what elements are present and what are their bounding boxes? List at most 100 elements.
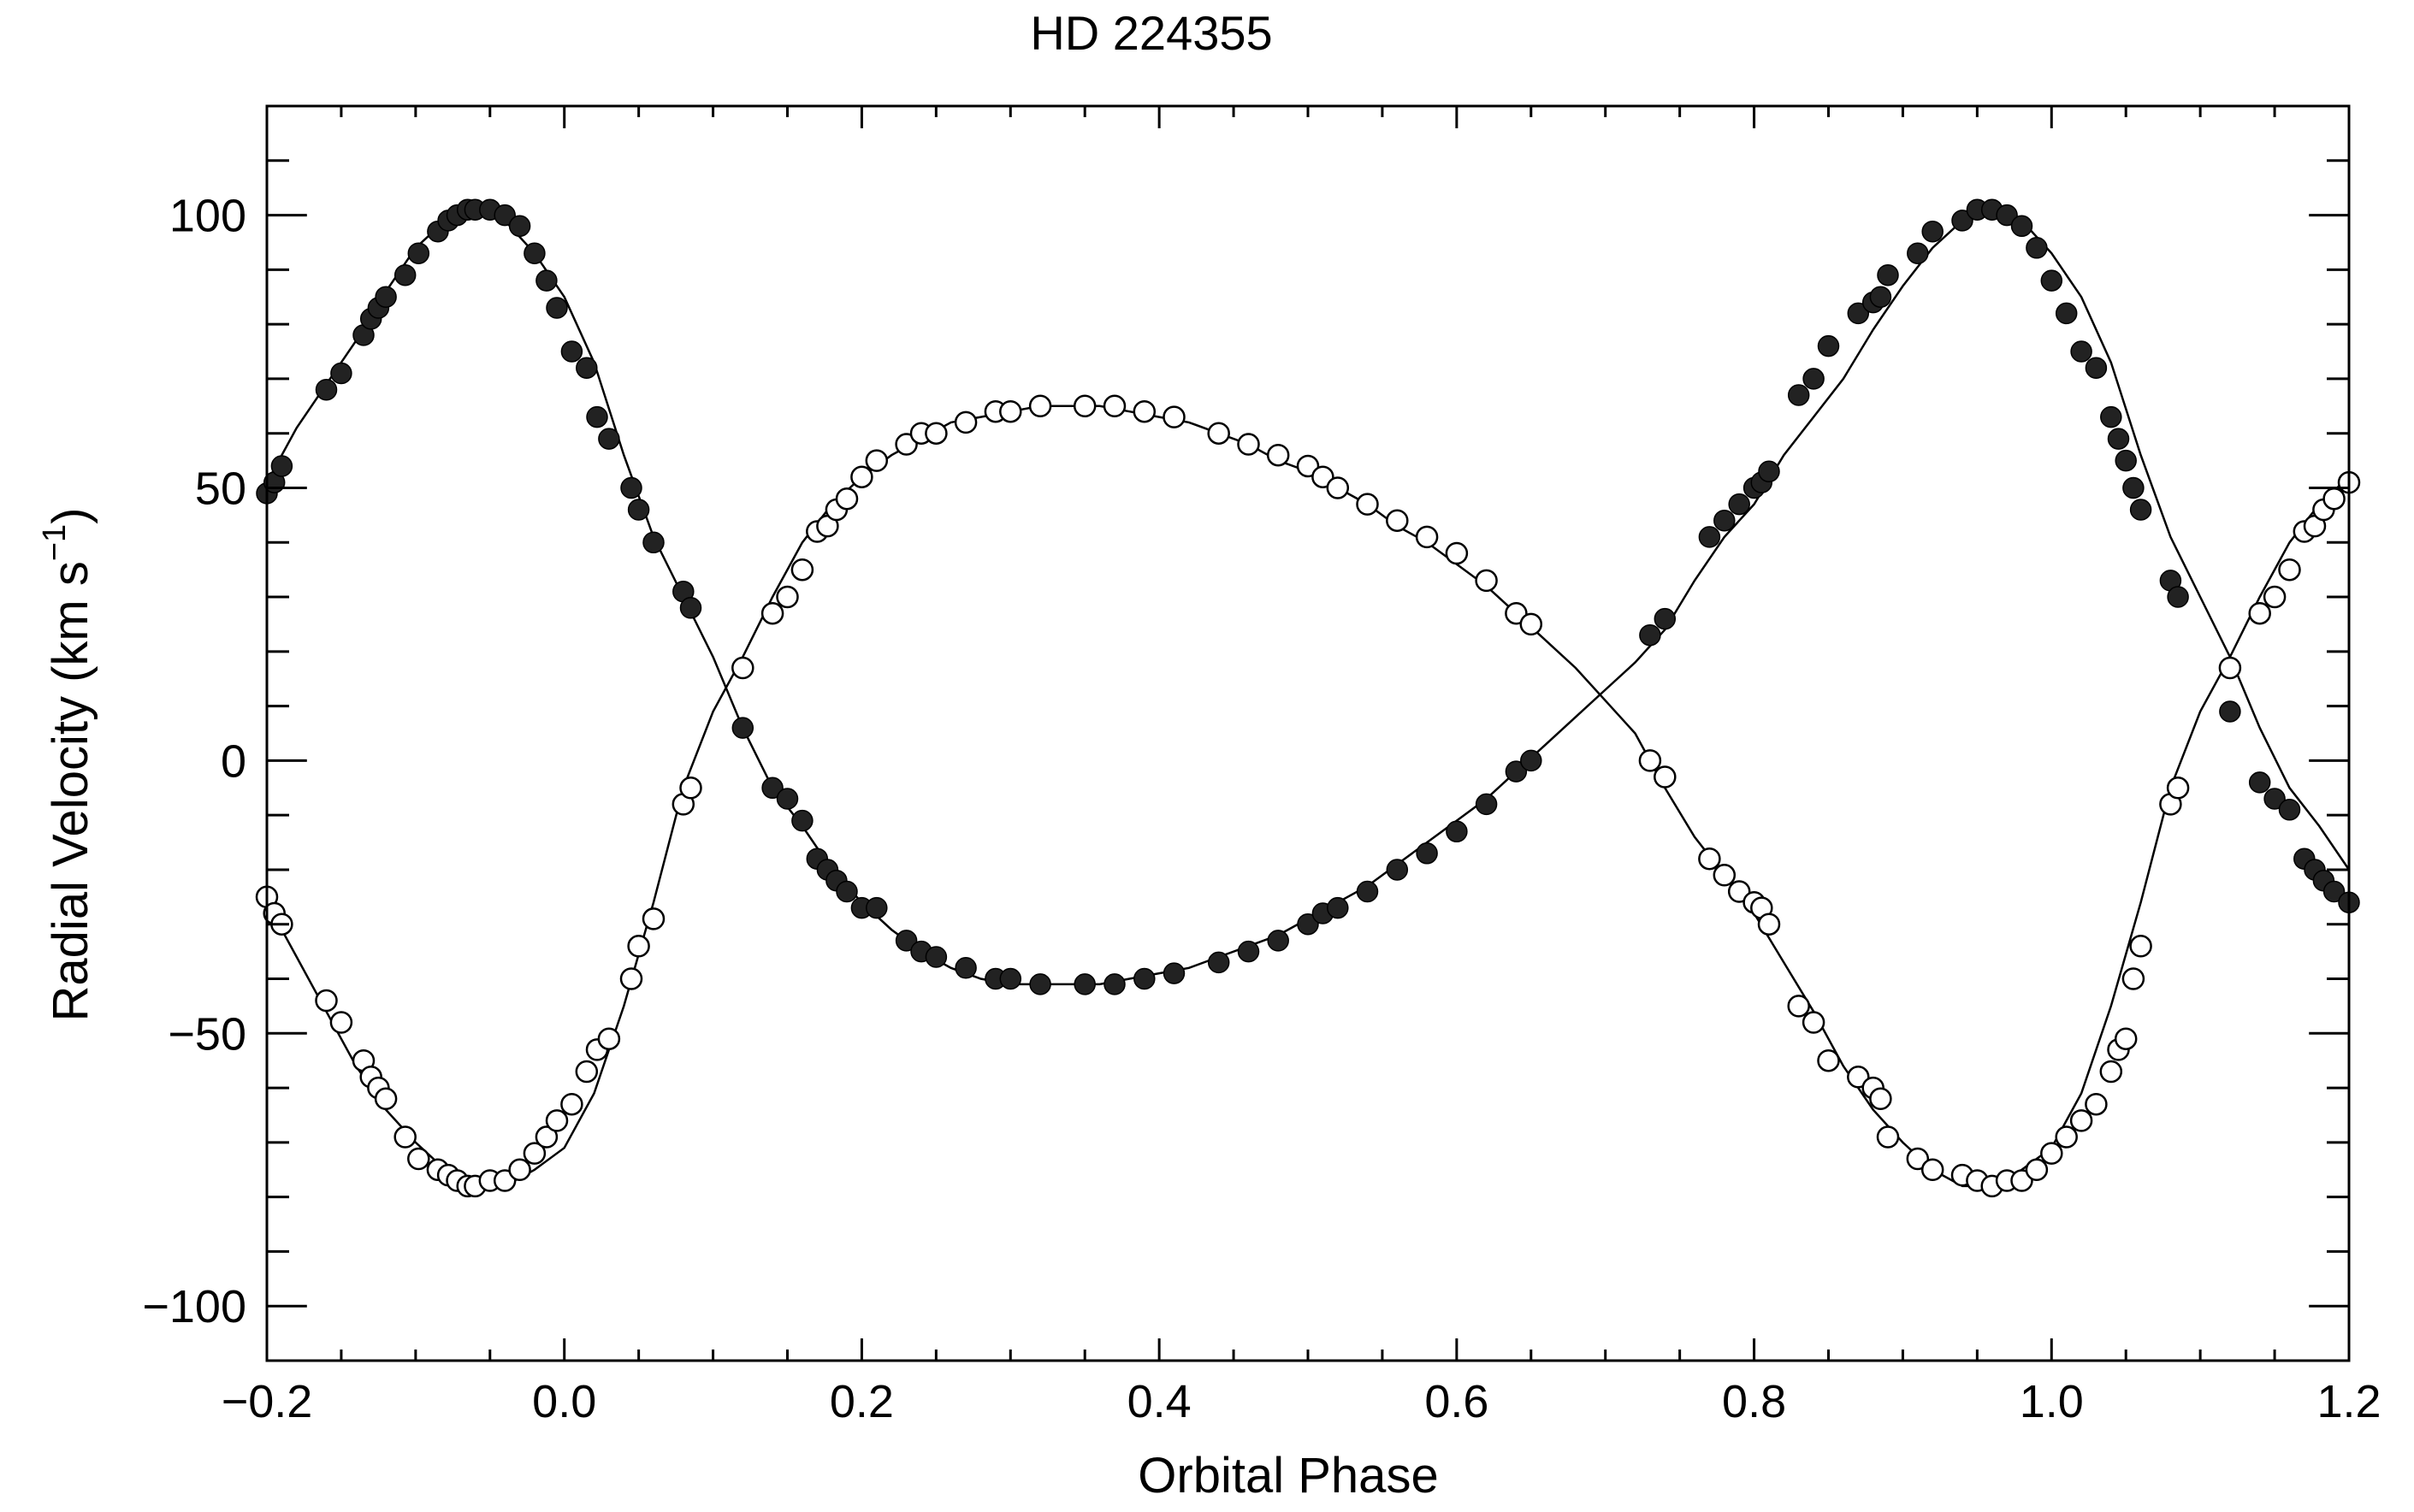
open-data-point (627, 935, 650, 958)
filled-data-point (1869, 286, 1892, 308)
filled-data-point (925, 946, 948, 968)
filled-data-point (1327, 896, 1349, 919)
filled-data-point (1267, 930, 1289, 952)
open-data-point (1028, 394, 1052, 418)
filled-data-point (1297, 913, 1319, 936)
filled-data-point (1074, 973, 1096, 995)
open-data-point (835, 487, 859, 511)
filled-data-point (1029, 973, 1051, 995)
x-axis-label: Orbital Phase (1138, 1448, 1438, 1503)
filled-data-point (955, 957, 977, 979)
open-data-point (776, 585, 799, 609)
open-data-point (315, 989, 338, 1013)
open-data-point (1920, 1158, 1944, 1182)
open-data-point (374, 1087, 398, 1111)
filled-data-point (315, 378, 338, 401)
open-data-point (1133, 399, 1157, 423)
filled-data-point (1520, 749, 1542, 772)
open-data-point (2263, 585, 2287, 609)
open-data-point (954, 410, 978, 434)
open-data-point (1802, 1011, 1825, 1034)
plot-frame (265, 104, 2351, 1362)
filled-data-point (1133, 967, 1156, 990)
filled-data-point (393, 263, 417, 286)
open-data-point (999, 399, 1022, 423)
open-data-point (1654, 765, 1677, 788)
open-data-point (1356, 493, 1379, 516)
open-data-point (1163, 405, 1186, 428)
open-data-point (1237, 433, 1260, 456)
filled-data-point (2107, 428, 2130, 450)
filled-data-point (791, 809, 814, 832)
open-data-point (1906, 1147, 1930, 1171)
open-data-point (1266, 443, 1290, 467)
data-points (255, 198, 2361, 1198)
filled-data-point (2263, 788, 2286, 810)
filled-data-point (895, 930, 918, 952)
open-data-point (1445, 541, 1469, 565)
open-data-point (1787, 995, 1810, 1018)
open-data-point (523, 1142, 547, 1165)
filled-data-point (375, 286, 397, 308)
filled-data-point (1877, 263, 1899, 286)
filled-data-point (560, 340, 583, 363)
open-data-point (679, 777, 702, 800)
open-data-point (2166, 777, 2190, 800)
filled-data-point (2278, 799, 2301, 821)
filled-data-point (576, 357, 598, 379)
open-data-point (2114, 1027, 2138, 1050)
y-tick-label: 0 (221, 735, 246, 787)
open-data-point (1475, 569, 1498, 593)
filled-data-point (1713, 509, 1736, 532)
filled-data-point (2055, 302, 2078, 325)
open-data-point (329, 1011, 353, 1034)
filled-data-point (546, 297, 568, 319)
filled-data-point (330, 362, 352, 385)
open-data-point (1386, 509, 1409, 532)
filled-data-point (494, 204, 516, 227)
open-data-point (1207, 422, 1230, 445)
filled-data-point (1356, 880, 1379, 903)
open-data-point (508, 1158, 531, 1182)
filled-data-point (2085, 357, 2108, 379)
filled-data-point (598, 428, 620, 450)
x-tick-label: 0.8 (1722, 1376, 1786, 1427)
filled-data-point (1802, 368, 1825, 390)
open-data-point (1073, 394, 1097, 418)
open-data-point (393, 1125, 417, 1149)
open-data-point (1103, 394, 1127, 418)
filled-data-point (2115, 449, 2137, 472)
filled-data-point (2129, 499, 2152, 521)
filled-data-point (1758, 460, 1780, 483)
filled-data-point (1698, 526, 1721, 548)
filled-data-point (1787, 384, 1810, 406)
filled-data-point (776, 788, 799, 810)
x-tick-label: 0.2 (830, 1376, 894, 1427)
open-data-point (2129, 935, 2152, 958)
filled-data-point (731, 717, 754, 739)
open-data-point (1757, 913, 1781, 936)
axis-tick-labels: −0.2 0.0 0.2 0.4 0.6 0.8 1.0 1.2 −100 −50 0 50 100 (142, 191, 2381, 1427)
x-tick-label: 1.0 (2020, 1376, 2084, 1427)
y-axis-label-close: ) (43, 508, 98, 524)
filled-data-point (1475, 793, 1498, 816)
open-data-point (895, 433, 918, 456)
open-data-point (925, 422, 948, 445)
filled-data-point (586, 405, 608, 428)
x-tick-label: 0.4 (1127, 1376, 1192, 1427)
open-data-point (2248, 601, 2271, 625)
open-data-point (2099, 1060, 2123, 1084)
filled-data-point (508, 215, 531, 238)
x-tick-label: −0.2 (222, 1376, 313, 1427)
open-data-point (1519, 612, 1543, 636)
open-data-point (2322, 487, 2346, 511)
y-tick-label: 50 (195, 463, 246, 514)
filled-data-point (2100, 405, 2122, 428)
filled-data-point (1207, 951, 1230, 974)
filled-data-point (1728, 493, 1750, 516)
filled-data-point (627, 499, 650, 521)
open-data-point (1415, 525, 1439, 549)
filled-data-point (1654, 607, 1677, 630)
